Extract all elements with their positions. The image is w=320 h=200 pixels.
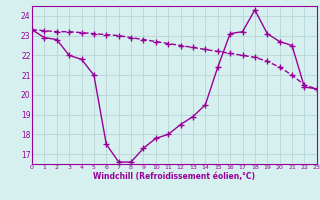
X-axis label: Windchill (Refroidissement éolien,°C): Windchill (Refroidissement éolien,°C) bbox=[93, 172, 255, 181]
